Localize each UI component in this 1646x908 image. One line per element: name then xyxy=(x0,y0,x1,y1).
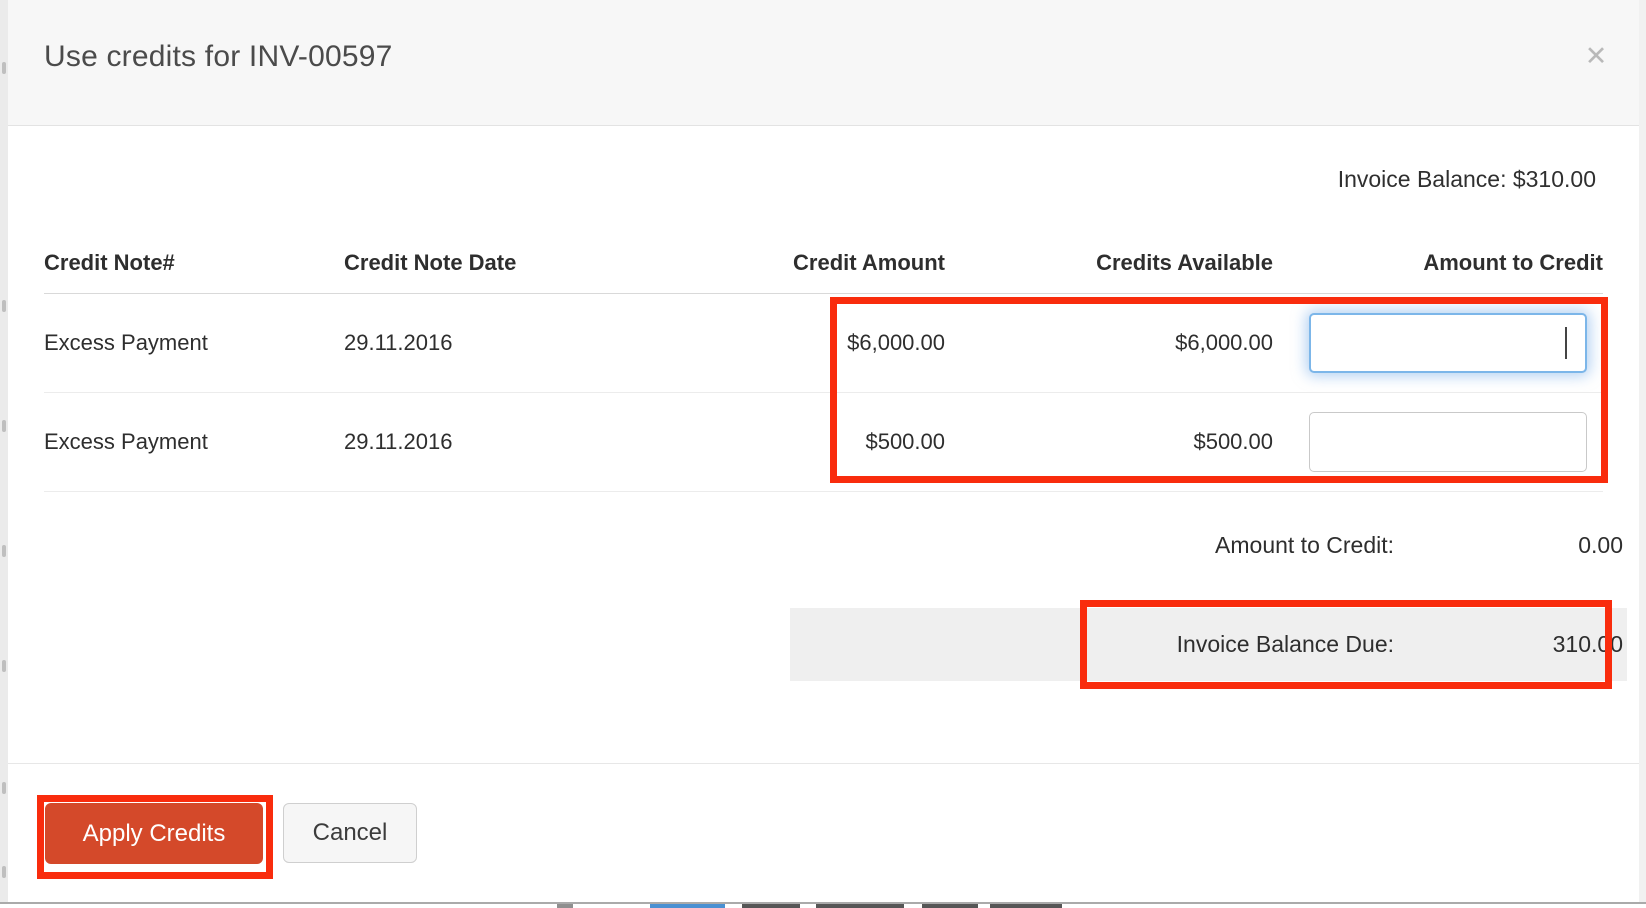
summary-section: Amount to Credit: 0.00 Invoice Balance D… xyxy=(790,510,1627,681)
amount-to-credit-input-1[interactable] xyxy=(1309,313,1587,373)
close-icon[interactable]: ✕ xyxy=(1584,41,1608,71)
header-credit-amount: Credit Amount xyxy=(793,249,945,275)
header-credit-note-date: Credit Note Date xyxy=(344,249,517,275)
amount-to-credit-summary-row: Amount to Credit: 0.00 xyxy=(790,510,1627,580)
apply-credits-button[interactable]: Apply Credits xyxy=(45,803,263,864)
table-row: Excess Payment 29.11.2016 $500.00 $500.0… xyxy=(44,393,1603,492)
credit-note-cell: Excess Payment xyxy=(44,429,208,454)
table-row: Excess Payment 29.11.2016 $6,000.00 $6,0… xyxy=(44,294,1603,393)
background-text-fragment xyxy=(742,904,800,908)
credit-note-cell: Excess Payment xyxy=(44,330,208,355)
background-text-fragment xyxy=(922,904,978,908)
amount-to-credit-value: 0.00 xyxy=(1578,531,1623,558)
amount-to-credit-label: Amount to Credit: xyxy=(1215,531,1394,558)
invoice-balance-text: Invoice Balance: $310.00 xyxy=(1337,166,1596,192)
invoice-balance-due-row: Invoice Balance Due: 310.00 xyxy=(790,608,1627,681)
header-amount-to-credit: Amount to Credit xyxy=(1423,249,1603,275)
background-link-fragment xyxy=(650,904,725,908)
background-text-fragment xyxy=(990,904,1062,908)
modal-header: Use credits for INV-00597 ✕ xyxy=(8,0,1639,126)
modal-bottom-edge xyxy=(0,902,1646,904)
background-page-right-sliver xyxy=(1639,0,1646,903)
invoice-balance-due-label: Invoice Balance Due: xyxy=(1176,631,1394,657)
credit-amount-cell: $500.00 xyxy=(865,429,945,454)
credit-amount-cell: $6,000.00 xyxy=(847,330,945,355)
amount-to-credit-input-2[interactable] xyxy=(1309,412,1587,472)
invoice-balance-due-value: 310.00 xyxy=(1552,631,1623,657)
credits-available-cell: $6,000.00 xyxy=(1175,330,1273,355)
credit-note-date-cell: 29.11.2016 xyxy=(344,429,453,454)
background-text-fragment xyxy=(816,904,904,908)
credit-note-date-cell: 29.11.2016 xyxy=(344,330,453,355)
header-credits-available: Credits Available xyxy=(1096,249,1273,275)
text-cursor xyxy=(1565,327,1567,359)
credit-notes-table: Credit Note# Credit Note Date Credit Amo… xyxy=(44,232,1603,492)
cancel-button[interactable]: Cancel xyxy=(283,803,417,863)
header-credit-note: Credit Note# xyxy=(44,249,175,275)
use-credits-modal: Use credits for INV-00597 ✕ Invoice Bala… xyxy=(8,0,1639,903)
background-text-fragment xyxy=(557,904,573,908)
modal-title: Use credits for INV-00597 xyxy=(44,40,393,73)
table-header-row: Credit Note# Credit Note Date Credit Amo… xyxy=(44,232,1603,294)
footer-divider xyxy=(8,763,1639,764)
credits-available-cell: $500.00 xyxy=(1193,429,1273,454)
